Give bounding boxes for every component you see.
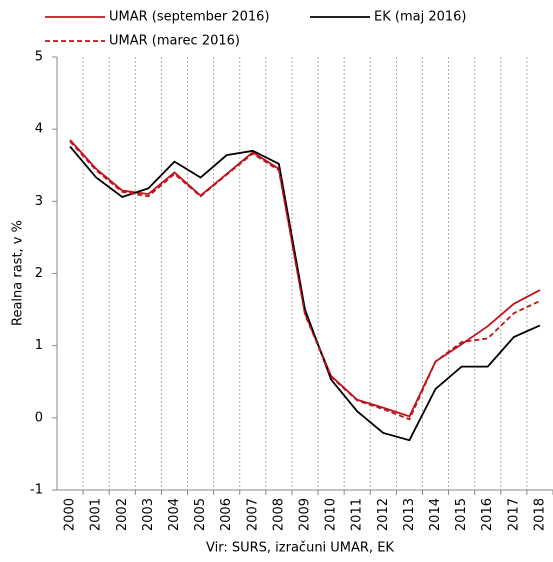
x-tick-label: 2008: [271, 498, 286, 531]
x-tick-label: 2010: [324, 498, 339, 531]
legend-label: EK (maj 2016): [374, 10, 466, 25]
x-tick-label: 2000: [63, 498, 78, 531]
series-line: [69, 139, 541, 418]
legend-label: UMAR (september 2016): [109, 10, 270, 25]
series-line: [69, 140, 541, 421]
y-axis-label: Realna rast, v %: [11, 220, 26, 326]
x-tick-label: 2018: [532, 498, 547, 531]
x-tick-label: 2003: [141, 498, 156, 531]
y-tick-label: 5: [35, 50, 43, 65]
legend-label: UMAR (marec 2016): [109, 34, 240, 49]
y-tick-label: -1: [30, 483, 43, 498]
y-tick-label: 4: [35, 122, 43, 137]
x-tick-label: 2007: [245, 498, 260, 531]
x-tick-label: 2001: [89, 498, 104, 531]
x-tick-label: 2014: [428, 498, 443, 531]
x-tick-label: 2002: [115, 498, 130, 531]
x-tick-label: 2005: [193, 498, 208, 531]
x-tick-label: 2006: [219, 498, 234, 531]
x-tick-label: 2013: [402, 498, 417, 531]
y-tick-label: 3: [35, 194, 43, 209]
x-tick-label: 2011: [350, 498, 365, 531]
series-line: [69, 145, 541, 442]
x-tick-label: 2012: [376, 498, 391, 531]
x-tick-label: 2016: [480, 498, 495, 531]
x-tick-label: 2009: [298, 498, 313, 531]
x-axis-label: Vir: SURS, izračuni UMAR, EK: [206, 541, 394, 556]
y-tick-label: 1: [35, 338, 43, 353]
x-tick-label: 2015: [454, 498, 469, 531]
y-tick-label: 0: [35, 410, 43, 425]
x-tick-label: 2004: [167, 498, 182, 531]
x-tick-label: 2017: [506, 498, 521, 531]
y-tick-label: 2: [35, 266, 43, 281]
